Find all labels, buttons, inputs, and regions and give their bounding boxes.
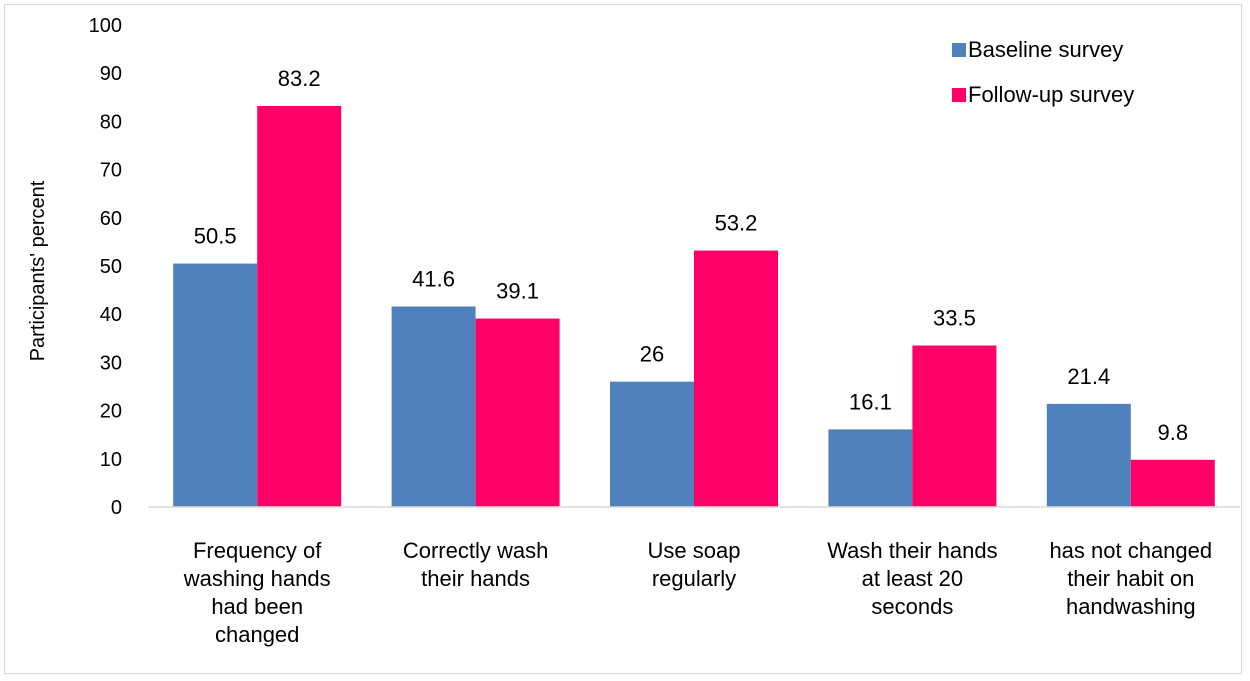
x-axis-labels: Frequency of washing hands had been changed… (183, 538, 1212, 647)
bar-series-1-cat-2 (694, 250, 778, 508)
x-category-label-line: has not changed (1049, 538, 1212, 563)
y-tick-label: 60 (100, 208, 122, 230)
y-tick-label: 30 (100, 352, 122, 374)
x-category-label-3: Wash their hands at least 20 seconds (827, 538, 997, 619)
data-label-series-1-cat-4: 9.8 (1158, 420, 1189, 445)
legend-label-1: Follow-up survey (968, 82, 1134, 107)
bar-series-0-cat-1 (391, 306, 476, 507)
data-label-series-1-cat-2: 53.2 (715, 211, 758, 236)
y-tick-label: 100 (89, 15, 122, 37)
data-label-series-1-cat-1: 39.1 (496, 279, 539, 304)
data-label-series-0-cat-2: 26 (640, 342, 664, 367)
x-category-label-line: seconds (871, 594, 953, 619)
y-tick-label: 70 (100, 160, 122, 182)
legend-label-0: Baseline survey (968, 37, 1123, 62)
x-category-label-line: regularly (652, 566, 736, 591)
legend: Baseline survey Follow-up survey (952, 37, 1134, 107)
x-category-label-line: at least 20 (862, 566, 964, 591)
data-label-series-0-cat-0: 50.5 (194, 224, 237, 249)
x-category-label-line: their hands (421, 566, 530, 591)
x-category-label-line: handwashing (1066, 594, 1196, 619)
data-label-series-0-cat-1: 41.6 (412, 266, 455, 291)
x-category-label-4: has not changed their habit on handwashing (1049, 538, 1212, 619)
x-category-label-line: changed (215, 622, 299, 647)
x-category-label-0: Frequency of washing hands had been changed (183, 538, 331, 647)
y-axis-ticks: 0 10 20 30 40 50 60 70 80 90 100 (89, 15, 122, 519)
bar-series-1-cat-4 (1130, 459, 1215, 507)
data-labels-group: 50.5 41.6 26 16.1 21.4 83.2 39.1 53.2 33.5 9.8 (194, 66, 1188, 445)
x-category-label-1: Correctly wash their hands (403, 538, 548, 591)
bar-series-1-cat-3 (912, 345, 997, 507)
bar-series-0-cat-3 (828, 429, 913, 507)
bar-series-0-cat-4 (1046, 403, 1131, 507)
x-category-label-line: had been (211, 594, 303, 619)
y-tick-label: 80 (100, 111, 122, 133)
bar-series-0-cat-0 (173, 263, 258, 507)
x-category-label-line: Frequency of (193, 538, 322, 563)
y-tick-label: 20 (100, 401, 122, 423)
data-label-series-1-cat-0: 83.2 (278, 66, 321, 91)
y-tick-label: 40 (100, 304, 122, 326)
legend-swatch-0 (952, 43, 966, 57)
x-category-label-line: Correctly wash (403, 538, 548, 563)
x-category-label-line: Use soap (648, 538, 741, 563)
bar-series-1-cat-1 (475, 318, 560, 507)
x-category-label-line: washing hands (183, 566, 331, 591)
data-label-series-1-cat-3: 33.5 (933, 306, 976, 331)
x-category-label-line: their habit on (1067, 566, 1194, 591)
bars-group (173, 105, 1215, 508)
x-category-label-line: Wash their hands (827, 538, 997, 563)
y-axis-title: Participants' percent (27, 180, 49, 361)
y-tick-label: 0 (111, 497, 122, 519)
y-tick-label: 90 (100, 63, 122, 85)
y-tick-label: 10 (100, 449, 122, 471)
chart-frame (4, 4, 1242, 674)
legend-swatch-1 (952, 88, 966, 102)
bar-series-1-cat-0 (257, 105, 342, 507)
bar-series-0-cat-2 (610, 381, 694, 507)
y-tick-label: 50 (100, 256, 122, 278)
data-label-series-0-cat-4: 21.4 (1067, 364, 1110, 389)
data-label-series-0-cat-3: 16.1 (849, 389, 892, 414)
x-category-label-2: Use soap regularly (648, 538, 741, 591)
